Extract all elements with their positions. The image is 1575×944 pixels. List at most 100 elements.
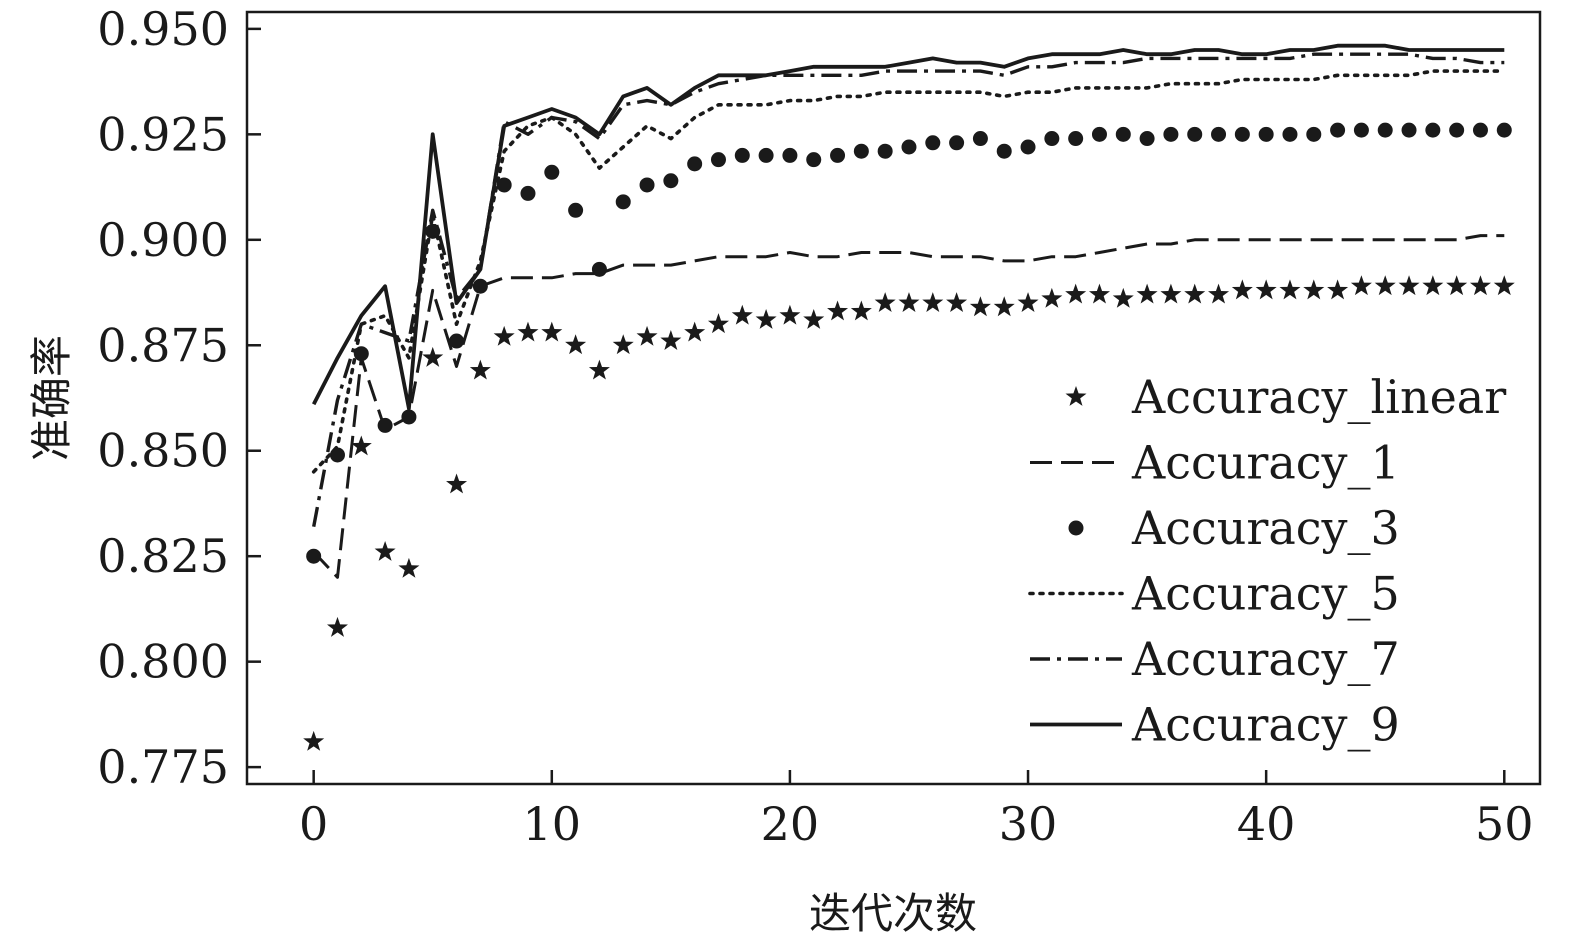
series-layer <box>303 43 1515 751</box>
dot-point <box>520 185 536 201</box>
dot-point <box>1306 126 1322 142</box>
dot-point <box>1068 131 1084 147</box>
dot-point <box>734 147 750 163</box>
legend-label: Accuracy_1 <box>1131 436 1400 490</box>
star-point <box>684 321 706 342</box>
star-point <box>612 334 634 355</box>
dot-point <box>1377 122 1393 138</box>
legend-swatch <box>1068 520 1084 536</box>
dot-point <box>949 135 965 151</box>
x-tick-label: 40 <box>1237 797 1296 851</box>
series-line <box>311 69 1507 474</box>
star-point <box>755 308 777 329</box>
star-point <box>1398 275 1420 296</box>
legend-entry: Accuracy_5 <box>1028 567 1400 621</box>
star-point <box>1327 279 1349 300</box>
dot-point <box>615 194 631 210</box>
star-point <box>731 304 753 325</box>
dot-point <box>377 417 393 433</box>
dot-point <box>1044 131 1060 147</box>
dot-point <box>1330 122 1346 138</box>
dot-point <box>1187 126 1203 142</box>
dot-point <box>1449 122 1465 138</box>
star-point <box>1255 279 1277 300</box>
x-axis-title: 迭代次数 <box>809 889 977 938</box>
dot-point <box>1163 126 1179 142</box>
dot-point <box>329 447 345 463</box>
dot-point <box>496 177 512 193</box>
star-point <box>1279 279 1301 300</box>
dot-point <box>1139 131 1155 147</box>
dot-point <box>830 147 846 163</box>
star-point <box>969 296 991 317</box>
dot-point <box>1258 126 1274 142</box>
legend-entry: Accuracy_7 <box>1030 632 1400 686</box>
legend-label: Accuracy_9 <box>1131 698 1400 752</box>
star-point <box>422 346 444 367</box>
star-point <box>1160 283 1182 304</box>
star-point <box>827 300 849 321</box>
star-point <box>1493 275 1515 296</box>
y-tick-label: 0.800 <box>97 635 229 689</box>
dot-point <box>687 156 703 172</box>
star-point <box>1065 283 1087 304</box>
y-tick-label: 0.775 <box>97 740 229 794</box>
star-point <box>779 304 801 325</box>
star-point <box>469 359 491 380</box>
series-accuracy-5 <box>311 69 1507 474</box>
legend-swatch <box>1065 386 1087 406</box>
y-axis-title: 准确率 <box>27 335 76 461</box>
star-point <box>946 292 968 312</box>
star-point <box>1041 287 1063 308</box>
star-point <box>850 300 872 321</box>
star-point <box>1303 279 1325 300</box>
star-point <box>993 296 1015 317</box>
x-tick-label: 30 <box>999 797 1058 851</box>
series-accuracy-9 <box>312 43 1505 411</box>
dot-point <box>782 147 798 163</box>
x-tick-label: 10 <box>523 797 582 851</box>
dot-point <box>639 177 655 193</box>
dot-point <box>1472 122 1488 138</box>
dot-point <box>544 164 560 180</box>
dot-point <box>1211 126 1227 142</box>
star-point <box>707 313 729 334</box>
legend-label: Accuracy_3 <box>1131 501 1400 555</box>
dot-point <box>353 346 369 362</box>
star-point <box>874 292 896 312</box>
y-tick-label: 0.925 <box>97 107 229 161</box>
star-point <box>326 616 348 637</box>
y-tick-label: 0.850 <box>97 424 229 478</box>
y-tick-label: 0.950 <box>97 2 229 56</box>
dot-point <box>1020 139 1036 155</box>
legend-entry: Accuracy_linear <box>1065 370 1506 424</box>
legend: Accuracy_linear Accuracy_1 Accuracy_3 Accur… <box>1028 370 1506 752</box>
star-point <box>1374 275 1396 296</box>
star-point <box>922 292 944 312</box>
series-line <box>312 52 1505 528</box>
y-axis-ticks: 0.775 0.800 0.825 0.850 0.875 0.900 0.925 0.950 <box>97 2 261 794</box>
star-point <box>1350 275 1372 296</box>
star-point <box>1208 283 1230 304</box>
star-point <box>1446 275 1468 296</box>
legend-entry: Accuracy_1 <box>1030 436 1400 490</box>
series-accuracy-1 <box>312 234 1505 579</box>
star-point <box>1184 283 1206 304</box>
star-point <box>446 473 468 494</box>
series-accuracy-3 <box>306 122 1512 564</box>
dot-point <box>1091 126 1107 142</box>
star-point <box>1017 292 1039 312</box>
star-point <box>517 321 539 342</box>
legend-label: Accuracy_7 <box>1131 632 1400 686</box>
star-point <box>398 557 420 578</box>
dot-point <box>306 548 322 564</box>
star-point <box>898 292 920 312</box>
star-point <box>565 334 587 355</box>
dot-point <box>663 173 679 189</box>
star-point <box>1136 283 1158 304</box>
dot-point <box>449 333 465 349</box>
legend-entry: Accuracy_3 <box>1068 501 1400 555</box>
star-point <box>541 321 563 342</box>
dot-point <box>401 409 417 425</box>
